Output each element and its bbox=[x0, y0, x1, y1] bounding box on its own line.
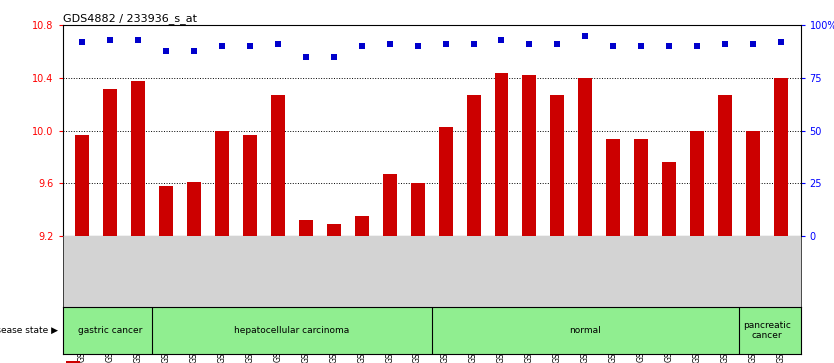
Bar bbox=[774, 78, 788, 236]
Bar bbox=[215, 131, 229, 236]
Bar bbox=[354, 216, 369, 236]
Point bbox=[718, 41, 731, 47]
Point bbox=[215, 44, 229, 49]
Bar bbox=[606, 139, 620, 236]
Bar bbox=[271, 95, 285, 236]
Text: GDS4882 / 233936_s_at: GDS4882 / 233936_s_at bbox=[63, 13, 197, 24]
Bar bbox=[691, 131, 704, 236]
Point bbox=[746, 41, 760, 47]
Bar bbox=[662, 162, 676, 236]
Bar bbox=[718, 95, 732, 236]
Bar bbox=[550, 95, 565, 236]
Point bbox=[132, 37, 145, 43]
Bar bbox=[466, 95, 480, 236]
Point bbox=[411, 44, 425, 49]
Point bbox=[103, 37, 117, 43]
Point bbox=[383, 41, 396, 47]
Text: hepatocellular carcinoma: hepatocellular carcinoma bbox=[234, 326, 349, 335]
Text: disease state ▶: disease state ▶ bbox=[0, 326, 58, 335]
Point bbox=[467, 41, 480, 47]
Point bbox=[775, 39, 788, 45]
Text: gastric cancer: gastric cancer bbox=[78, 326, 143, 335]
Bar bbox=[578, 78, 592, 236]
Bar bbox=[495, 73, 509, 236]
Bar bbox=[522, 76, 536, 236]
Text: normal: normal bbox=[570, 326, 601, 335]
Point bbox=[691, 44, 704, 49]
Bar bbox=[243, 135, 257, 236]
Point bbox=[606, 44, 620, 49]
Bar bbox=[159, 186, 173, 236]
Bar bbox=[299, 220, 313, 236]
Bar bbox=[187, 182, 201, 236]
Bar bbox=[131, 81, 145, 236]
Bar bbox=[103, 89, 117, 236]
Point bbox=[327, 54, 340, 60]
Bar bbox=[635, 139, 648, 236]
Point bbox=[495, 37, 508, 43]
Bar bbox=[66, 361, 79, 363]
Bar bbox=[746, 131, 760, 236]
Point bbox=[550, 41, 564, 47]
Point bbox=[662, 44, 676, 49]
Point bbox=[271, 41, 284, 47]
Bar bbox=[383, 174, 397, 236]
Point bbox=[188, 48, 201, 54]
Bar bbox=[327, 224, 341, 236]
Point bbox=[159, 48, 173, 54]
Point bbox=[244, 44, 257, 49]
Point bbox=[299, 54, 313, 60]
Point bbox=[355, 44, 369, 49]
Bar bbox=[439, 127, 453, 236]
Point bbox=[75, 39, 88, 45]
Text: pancreatic
cancer: pancreatic cancer bbox=[743, 321, 791, 340]
Bar bbox=[410, 183, 425, 236]
Point bbox=[523, 41, 536, 47]
Point bbox=[579, 33, 592, 39]
Bar bbox=[75, 135, 89, 236]
Point bbox=[635, 44, 648, 49]
Point bbox=[439, 41, 452, 47]
